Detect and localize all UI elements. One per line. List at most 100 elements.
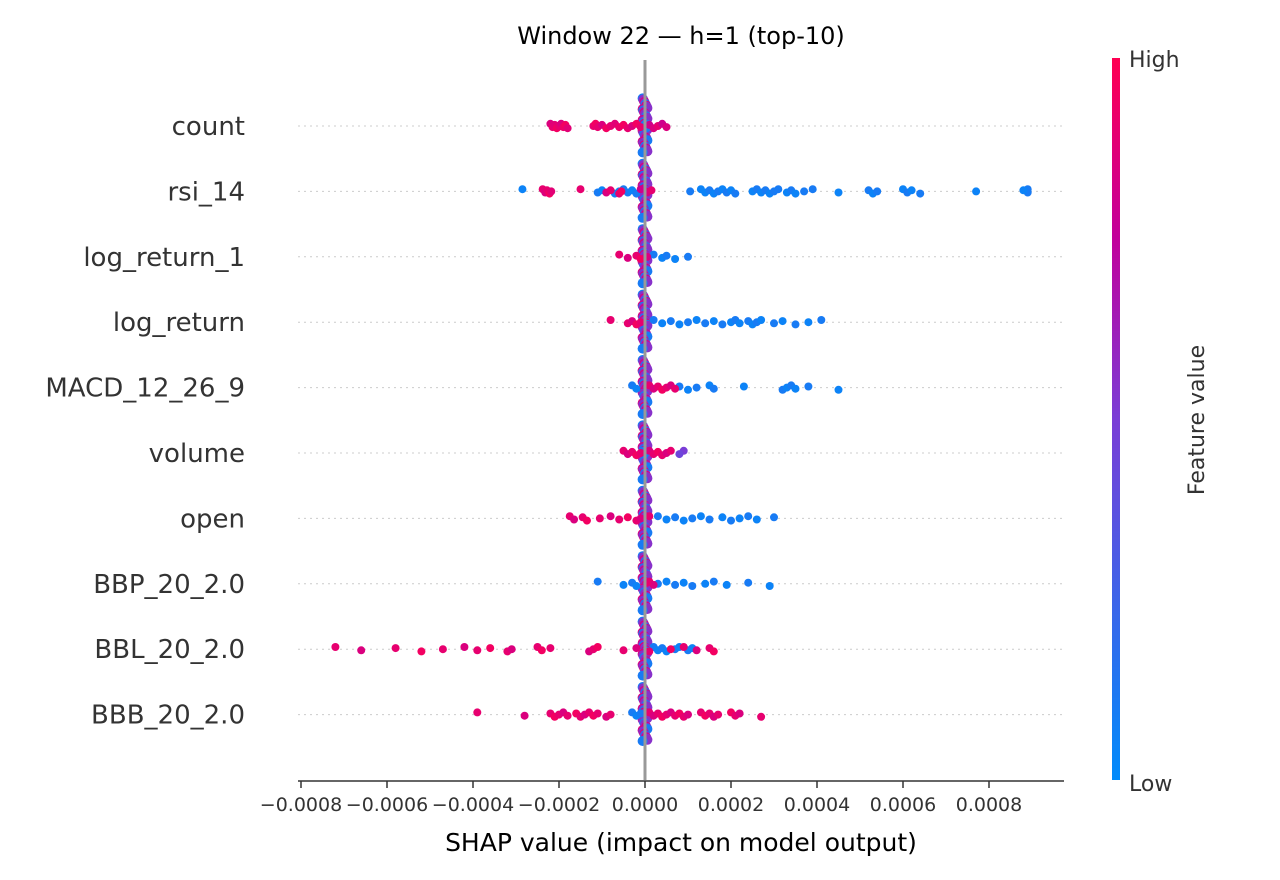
shap-point	[791, 189, 800, 198]
shap-point	[757, 316, 766, 324]
shap-point	[593, 643, 602, 651]
shap-point	[662, 123, 671, 132]
shap-point	[709, 647, 718, 656]
feature-label: BBP_20_2.0	[93, 570, 245, 600]
shap-point	[649, 250, 658, 259]
shap-point	[547, 187, 556, 196]
shap-point	[507, 645, 516, 654]
shap-point	[727, 516, 735, 525]
shap-point	[692, 646, 701, 655]
shap-point	[593, 709, 602, 718]
shap-point	[731, 189, 740, 198]
colorbar-low-label: Low	[1129, 772, 1172, 797]
shap-point	[684, 318, 692, 327]
shap-point	[791, 320, 800, 329]
shap-point	[907, 186, 916, 195]
shap-point	[636, 514, 645, 523]
x-axis-ticks: −0.0008 −0.0006 −0.0004 −0.0002 0.0000 0.0002…	[260, 781, 1022, 816]
x-tick-label: 0.0000	[612, 794, 678, 816]
shap-point	[675, 450, 684, 459]
shap-point	[563, 124, 572, 133]
shap-point	[692, 316, 701, 324]
chart-title: Window 22 — h=1 (top-10)	[517, 22, 845, 50]
shap-point	[671, 580, 680, 589]
shap-point	[722, 580, 731, 589]
shap-point	[770, 513, 778, 522]
shap-point	[744, 578, 753, 587]
shap-point	[688, 582, 697, 590]
shap-point	[595, 514, 604, 523]
shap-point	[391, 644, 400, 653]
shap-point	[518, 185, 527, 194]
shap-point	[757, 712, 766, 721]
shap-point	[705, 515, 714, 524]
shap-point	[972, 187, 981, 196]
shap-point	[671, 513, 680, 522]
shap-point	[632, 582, 641, 590]
shap-point	[709, 577, 718, 586]
shap-point	[684, 385, 692, 394]
shap-point	[666, 317, 675, 326]
shap-point	[582, 516, 591, 525]
x-tick-label: 0.0004	[784, 794, 850, 816]
shap-point	[636, 449, 645, 457]
shap-point	[570, 515, 579, 524]
feature-label: count	[172, 112, 245, 142]
shap-point	[619, 580, 628, 589]
shap-point	[804, 382, 813, 391]
shap-point	[473, 708, 482, 717]
colorbar	[1112, 58, 1120, 780]
shap-point	[666, 645, 675, 654]
shap-point	[684, 710, 692, 719]
shap-point	[563, 711, 572, 720]
shap-point	[679, 643, 688, 651]
shap-point	[632, 384, 641, 393]
shap-point	[735, 709, 744, 718]
x-axis-label: SHAP value (impact on model output)	[445, 828, 917, 857]
shap-point	[632, 644, 641, 653]
feature-label: MACD_12_26_9	[45, 374, 245, 404]
shap-point	[636, 185, 645, 194]
shap-point	[739, 382, 748, 391]
shap-point	[671, 255, 680, 263]
shap-point	[623, 253, 632, 262]
shap-point	[662, 515, 671, 524]
feature-label: rsi_14	[167, 177, 245, 207]
x-tick-label: 0.0008	[956, 794, 1022, 816]
shap-point	[752, 515, 761, 524]
shap-point	[770, 319, 778, 328]
shap-point	[606, 316, 615, 324]
shap-point	[593, 577, 602, 586]
shap-point	[718, 513, 727, 522]
shap-point	[619, 646, 628, 655]
shap-point	[735, 514, 744, 523]
shap-point	[417, 647, 426, 656]
shap-point	[692, 383, 701, 392]
shap-point	[615, 250, 624, 259]
shap-point	[808, 185, 817, 194]
shap-point	[774, 185, 783, 194]
shap-point	[486, 644, 495, 653]
shap-point	[684, 252, 692, 261]
shap-point	[800, 187, 809, 196]
x-tick-label: −0.0004	[432, 794, 514, 816]
shap-point	[804, 318, 813, 327]
shap-point	[916, 189, 925, 198]
shap-point	[537, 646, 546, 655]
shap-point	[636, 318, 645, 327]
shap-point	[1019, 186, 1028, 195]
shap-point	[606, 710, 615, 719]
shap-point	[679, 578, 688, 587]
shap-point	[718, 320, 727, 329]
shap-point	[679, 516, 688, 525]
shap-point	[662, 251, 671, 260]
shap-point	[636, 123, 645, 132]
shap-point	[714, 710, 723, 719]
shap-point	[546, 644, 555, 653]
feature-label: open	[180, 504, 245, 534]
feature-label: log_return_1	[83, 243, 245, 273]
shap-point	[636, 709, 645, 718]
shap-point	[834, 188, 843, 197]
shap-point	[645, 512, 654, 521]
shap-point	[671, 384, 680, 393]
